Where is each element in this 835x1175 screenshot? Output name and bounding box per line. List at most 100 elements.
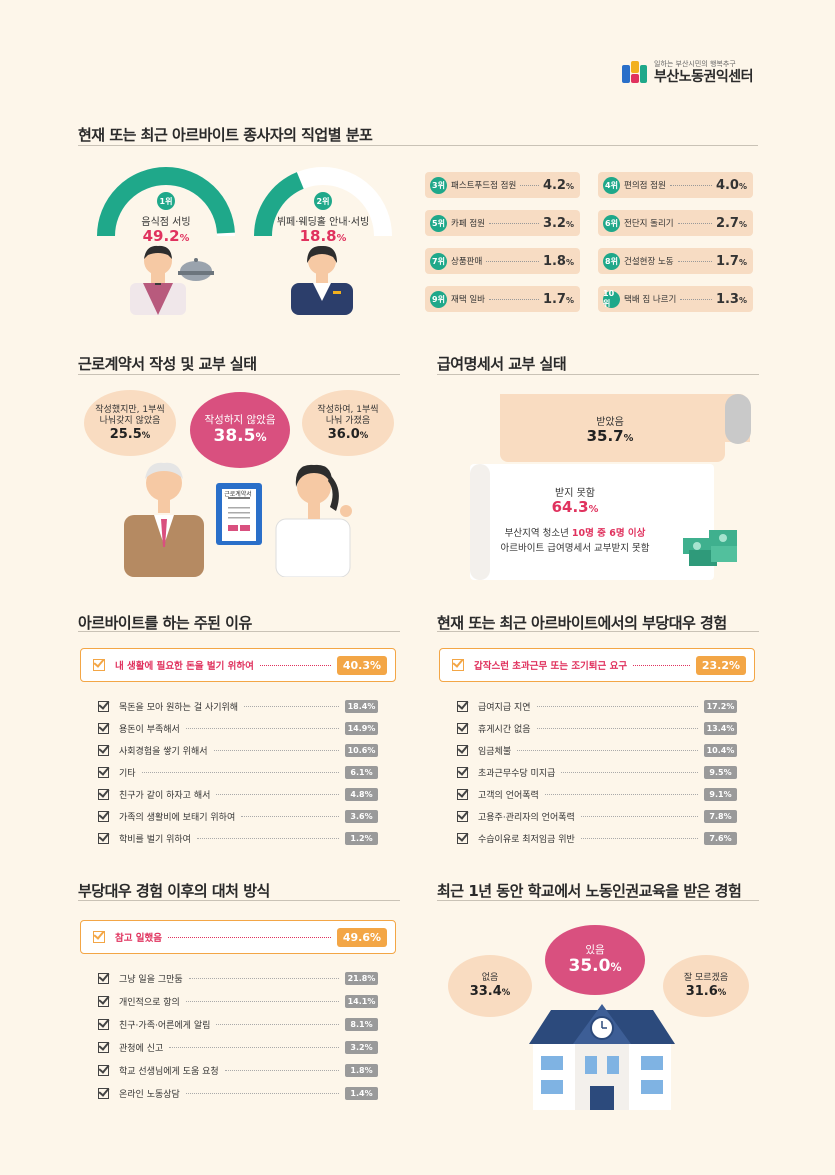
education-unknown-bubble: 잘 모르겠음 31.6% bbox=[663, 955, 749, 1017]
rank-item: 6위 전단지 돌리기 2.7% bbox=[598, 210, 753, 236]
rank2-value: 18.8% bbox=[299, 227, 347, 245]
contract-document-label: 근로계약서 bbox=[224, 491, 252, 498]
contract-scene-icon bbox=[124, 462, 352, 577]
rank-item: 4위 편의점 점원 4.0% bbox=[598, 172, 753, 198]
check-icon bbox=[98, 701, 109, 712]
check-icon bbox=[98, 789, 109, 800]
logo-mark-icon bbox=[622, 60, 648, 85]
contract-center-bubble: 작성하지 않았음 38.5% bbox=[190, 392, 290, 468]
contract-left-bubble: 작성했지만, 1부씩 나눠갖지 않았음 25.5% bbox=[84, 390, 176, 456]
section7-divider bbox=[437, 900, 759, 901]
section3-title: 급여명세서 교부 실태 bbox=[437, 355, 567, 373]
rank1-value: 49.2% bbox=[142, 227, 190, 245]
section5-title: 현재 또는 최근 아르바이트에서의 부당대우 경험 bbox=[437, 614, 727, 632]
list-item: 사회경험을 쌓기 위해서 10.6% bbox=[98, 743, 378, 758]
list-item: 용돈이 부족해서 14.9% bbox=[98, 721, 378, 736]
list-item: 수습이유로 최저임금 위반 7.6% bbox=[457, 831, 737, 846]
section7-title: 최근 1년 동안 학교에서 노동인권교육을 받은 경험 bbox=[437, 882, 742, 900]
check-icon bbox=[457, 723, 468, 734]
check-icon bbox=[457, 701, 468, 712]
gauge-rank2 bbox=[254, 167, 392, 237]
section6-divider bbox=[78, 900, 400, 901]
check-icon bbox=[98, 996, 109, 1007]
rank2-badge: 2위 bbox=[314, 192, 332, 210]
list-item: 학교 선생님에게 도움 요청 1.8% bbox=[98, 1063, 378, 1078]
logo-tagline: 일하는 부산시민의 행복추구 bbox=[654, 60, 736, 68]
check-icon bbox=[457, 833, 468, 844]
response-highlight: 참고 일했음 49.6% bbox=[80, 920, 396, 954]
check-icon bbox=[98, 811, 109, 822]
checkbox-icon bbox=[93, 931, 105, 943]
payslip-received-label: 받았음 bbox=[596, 417, 624, 428]
list-item: 친구가 같이 하자고 해서 4.8% bbox=[98, 787, 378, 802]
rank1-badge: 1위 bbox=[157, 192, 175, 210]
check-icon bbox=[98, 1042, 109, 1053]
mistreatment-list: 급여지급 지연 17.2% 휴게시간 없음 13.4% 임금체불 10.4% 초과근무… bbox=[457, 699, 737, 846]
logo: 일하는 부산시민의 행복추구 부산노동권익센터 bbox=[622, 60, 754, 85]
logo-name: 부산노동권익센터 bbox=[654, 69, 754, 85]
mistreatment-highlight: 갑작스런 초과근무 또는 조기퇴근 요구 23.2% bbox=[439, 648, 755, 682]
list-item: 초과근무수당 미지급 9.5% bbox=[457, 765, 737, 780]
reason-highlight: 내 생활에 필요한 돈을 벌기 위하여 40.3% bbox=[80, 648, 396, 682]
list-item: 개인적으로 항의 14.1% bbox=[98, 994, 378, 1009]
list-item: 고용주·관리자의 언어폭력 7.8% bbox=[457, 809, 737, 824]
check-icon bbox=[98, 1088, 109, 1099]
rank-item: 9위 재택 일바 1.7% bbox=[425, 286, 580, 312]
check-icon bbox=[98, 1019, 109, 1030]
list-item: 고객의 언어폭력 9.1% bbox=[457, 787, 737, 802]
payslip-not-received-label: 받지 못함 bbox=[555, 488, 595, 499]
section2-divider bbox=[78, 374, 400, 375]
list-item: 임금체불 10.4% bbox=[457, 743, 737, 758]
list-item: 온라인 노동상담 1.4% bbox=[98, 1086, 378, 1101]
rank-item: 7위 상품판매 1.8% bbox=[425, 248, 580, 274]
payslip-note-line1: 부산지역 청소년 10명 중 6명 이상 bbox=[504, 528, 646, 539]
section2-title: 근로계약서 작성 및 교부 실태 bbox=[78, 355, 257, 373]
payslip-not-received-value: 64.3% bbox=[551, 498, 599, 516]
school-building-icon bbox=[529, 1004, 675, 1110]
response-list: 그냥 일을 그만둠 21.8% 개인적으로 항의 14.1% 친구·가족·어른에게 … bbox=[98, 971, 378, 1101]
reason-list: 목돈을 모아 원하는 걸 사기위해 18.4% 용돈이 부족해서 14.9% 사회경… bbox=[98, 699, 378, 846]
check-icon bbox=[98, 973, 109, 984]
check-icon bbox=[457, 789, 468, 800]
rank-item: 10위 택배 짐 나르기 1.3% bbox=[598, 286, 753, 312]
check-icon bbox=[98, 723, 109, 734]
money-stack-icon bbox=[683, 530, 737, 566]
section5-divider bbox=[437, 631, 759, 632]
section4-divider bbox=[78, 631, 400, 632]
waiter-illustration-icon bbox=[130, 245, 214, 315]
check-icon bbox=[98, 767, 109, 778]
rank1-label: 음식점 서빙 bbox=[141, 217, 191, 228]
list-item: 가족의 생활비에 보태기 위하여 3.6% bbox=[98, 809, 378, 824]
education-no-bubble: 없음 33.4% bbox=[448, 955, 532, 1017]
checkbox-icon bbox=[452, 659, 464, 671]
contract-right-bubble: 작성하여, 1부씩 나눠 가졌음 36.0% bbox=[302, 390, 394, 456]
payslip-received-value: 35.7% bbox=[586, 427, 634, 445]
section1-title: 현재 또는 최근 아르바이트 종사자의 직업별 분포 bbox=[78, 126, 373, 144]
list-item: 관청에 신고 3.2% bbox=[98, 1040, 378, 1055]
list-item: 목돈을 모아 원하는 걸 사기위해 18.4% bbox=[98, 699, 378, 714]
list-item: 급여지급 지연 17.2% bbox=[457, 699, 737, 714]
rank2-label: 뷔페·웨딩홀 안내·서빙 bbox=[276, 217, 370, 228]
list-item: 휴게시간 없음 13.4% bbox=[457, 721, 737, 736]
list-item: 그냥 일을 그만둠 21.8% bbox=[98, 971, 378, 986]
checkbox-icon bbox=[93, 659, 105, 671]
payslip-scroll-icon bbox=[470, 394, 751, 580]
rank-item: 8위 건설현장 노동 1.7% bbox=[598, 248, 753, 274]
check-icon bbox=[98, 1065, 109, 1076]
check-icon bbox=[98, 745, 109, 756]
rank-item: 5위 카페 점원 3.2% bbox=[425, 210, 580, 236]
education-yes-bubble: 있음 35.0% bbox=[545, 925, 645, 995]
section1-divider bbox=[78, 145, 758, 146]
section4-title: 아르바이트를 하는 주된 이유 bbox=[78, 614, 252, 632]
section3-divider bbox=[437, 374, 759, 375]
payslip-note-line2: 아르바이트 급여명세서 교부받지 못함 bbox=[500, 543, 650, 554]
check-icon bbox=[457, 745, 468, 756]
check-icon bbox=[457, 767, 468, 778]
section6-title: 부당대우 경험 이후의 대처 방식 bbox=[78, 882, 270, 900]
check-icon bbox=[98, 833, 109, 844]
rank-item: 3위 패스트푸드점 점원 4.2% bbox=[425, 172, 580, 198]
list-item: 친구·가족·어른에게 알림 8.1% bbox=[98, 1017, 378, 1032]
list-item: 학비를 벌기 위하여 1.2% bbox=[98, 831, 378, 846]
check-icon bbox=[457, 811, 468, 822]
host-illustration-icon bbox=[291, 245, 353, 315]
